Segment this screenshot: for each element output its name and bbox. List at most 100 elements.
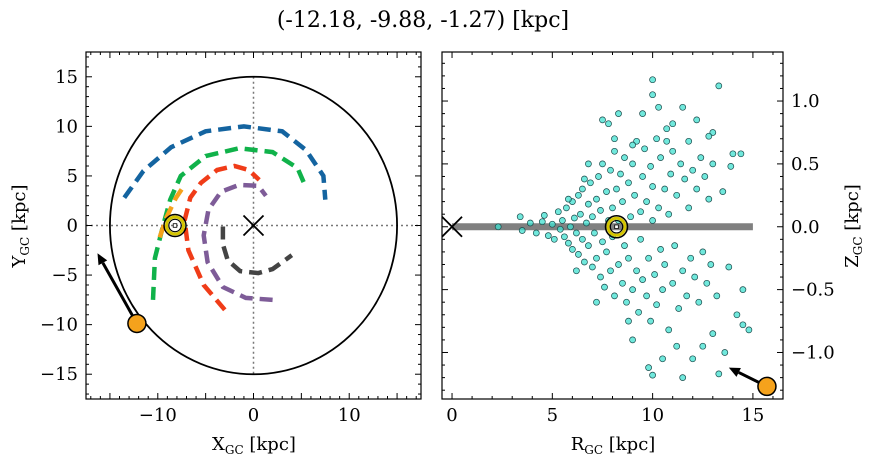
star-point [675,305,683,312]
star-point [639,110,646,117]
arrow-head [97,253,108,266]
star-point [679,103,687,111]
star-point [581,175,588,183]
star-point [589,263,596,271]
rz-xtick-label: 15 [741,405,764,426]
xy-ytick-label: 5 [67,166,78,187]
star-point [725,263,733,271]
spiral-arm-5 [201,182,273,303]
star-point [705,195,713,203]
xy-ytick-label: 0 [67,216,78,237]
star-point [631,191,638,199]
star-point [665,210,673,218]
star-point [739,321,747,329]
sun-inner-ring [168,218,182,233]
sun-outer-ring [163,213,187,238]
star-point [518,227,526,234]
xy-ylabel: YGC [kpc] [9,185,32,269]
star-point [599,116,606,124]
star-point [623,298,630,306]
star-point [657,246,664,253]
rz-panel: 0 5 10 15 −1.0 −0.5 0.0 0.5 1.0 RGC [kpc] ZGC [k… [441,51,865,457]
star-point [669,147,677,155]
star-point [637,208,644,216]
star-point [554,208,562,216]
star-point [629,336,636,344]
star-point [707,261,715,268]
star-point [571,214,578,222]
star-point [689,166,697,174]
xy-ytick-label: −5 [51,265,78,286]
star-point [603,248,610,256]
star-point [645,254,652,262]
star-point [619,279,626,287]
star-point [611,147,618,155]
rz-tick-labels: 0 5 10 15 −1.0 −0.5 0.0 0.5 1.0 [446,91,834,426]
star-point [715,370,723,378]
star-point [663,125,671,133]
star-point [713,292,721,300]
spiral-arm-6 [220,226,294,276]
star-point [639,173,646,180]
star-point [595,173,602,180]
star-point [677,160,685,168]
star-point [559,217,566,224]
star-point [581,258,588,266]
star-point [721,349,729,356]
rz-xlabel: RGC [kpc] [571,434,656,457]
star-point [647,317,654,325]
star-point [649,91,656,99]
star-point [617,170,624,178]
star-point [699,248,707,256]
star-point [544,232,552,239]
star-point [597,207,604,214]
star-point [589,213,596,221]
star-point [601,283,608,291]
sun-center [172,223,178,228]
star-point [625,179,632,187]
star-point [625,254,632,262]
star-point [649,217,656,224]
xy-ytick-label: −15 [40,364,78,385]
star-point [607,166,614,174]
rz-ylabel: ZGC [kpc] [842,184,865,268]
star-point [540,212,548,219]
xy-plot-area [86,75,421,376]
star-point [585,200,592,208]
rz-xtick-label: 5 [547,405,558,426]
xy-ticks [86,52,421,399]
star-point [657,154,664,161]
star-point [565,195,572,203]
star-point [709,160,717,168]
star-point [643,292,650,300]
sun-marker [163,213,187,238]
star-point [745,326,753,334]
star-point [693,116,701,124]
star-point [629,160,636,168]
star-point [653,135,660,143]
star-point [561,233,568,241]
star-point [538,218,546,226]
star-point [587,179,594,187]
galaxy-boundary-circle [109,75,398,376]
star-point [548,220,556,228]
star-point [719,188,727,195]
galactic-center-marker [242,214,265,237]
star-point [733,311,741,319]
sun-center [614,224,619,229]
rz-galactic-center-marker [442,216,463,238]
star-point [599,238,606,246]
star-point [593,195,600,203]
star-point [659,286,666,293]
target-direction-arrow [97,253,139,325]
star-point [691,273,699,281]
star-point [599,160,606,168]
star-point [645,364,652,371]
star-point [737,150,745,158]
arrow-head [728,367,741,377]
rz-ticks [442,52,783,399]
arrow-shaft [101,262,139,325]
rz-ytick-label: −0.5 [791,280,835,301]
rz-ytick-label: 1.0 [791,91,820,112]
star-point [609,204,616,212]
